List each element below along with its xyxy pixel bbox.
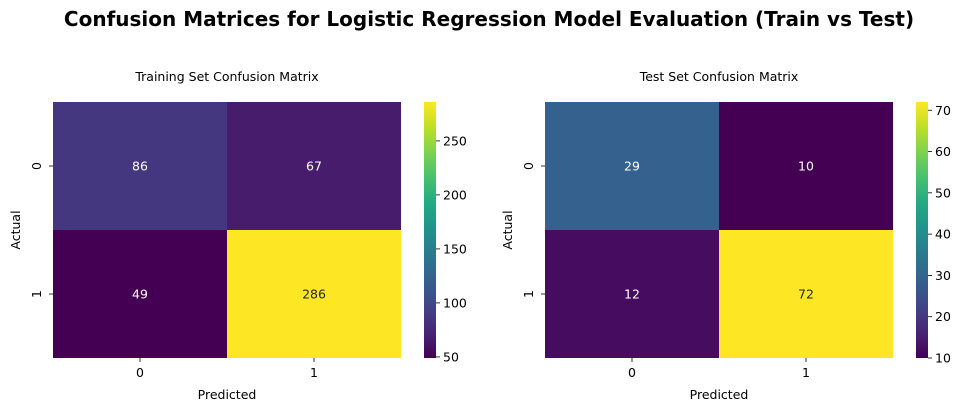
x-tick-label: 1	[310, 365, 318, 380]
heatmap-cell	[719, 102, 893, 230]
colorbar-tick-label: 150	[443, 241, 467, 256]
colorbar-tick-label: 30	[935, 268, 951, 283]
x-axis-label: Predicted	[198, 387, 257, 402]
x-tick-label: 0	[136, 365, 144, 380]
heatmap-cell	[53, 230, 227, 358]
colorbar-tick-label: 50	[443, 349, 459, 364]
colorbar-tick-label: 20	[935, 309, 951, 324]
cell-value-label: 49	[132, 287, 148, 302]
y-axis-label: Actual	[8, 210, 23, 249]
heatmap-cell	[545, 102, 719, 230]
colorbar-tick-label: 40	[935, 227, 951, 242]
cell-value-label: 286	[302, 287, 326, 302]
x-tick-label: 1	[802, 365, 810, 380]
colorbar-tick-label: 200	[443, 187, 467, 202]
cell-value-label: 29	[624, 159, 640, 174]
colorbar	[916, 102, 928, 358]
y-tick-label: 0	[521, 162, 536, 170]
colorbar-tick-label: 100	[443, 295, 467, 310]
y-axis-label: Actual	[500, 210, 515, 249]
cell-value-label: 72	[798, 287, 814, 302]
colorbar-tick-label: 250	[443, 133, 467, 148]
colorbar-tick-label: 70	[935, 103, 951, 118]
y-tick-label: 0	[29, 162, 44, 170]
colorbar	[424, 102, 436, 358]
colorbar-tick-label: 10	[935, 351, 951, 366]
panel-title: Training Set Confusion Matrix	[134, 69, 318, 84]
x-axis-label: Predicted	[690, 387, 749, 402]
y-tick-label: 1	[29, 290, 44, 298]
heatmap-cell	[227, 230, 401, 358]
cell-value-label: 86	[132, 159, 148, 174]
y-tick-label: 1	[521, 290, 536, 298]
heatmap-cell	[719, 230, 893, 358]
cell-value-label: 10	[798, 159, 814, 174]
panel-title: Test Set Confusion Matrix	[639, 69, 799, 84]
heatmap-cell	[53, 102, 227, 230]
x-tick-label: 0	[628, 365, 636, 380]
cell-value-label: 12	[624, 287, 640, 302]
colorbar-tick-label: 60	[935, 144, 951, 159]
heatmap-panel-train: Training Set Confusion Matrix 86 67 49 286 0 1…	[8, 69, 467, 402]
heatmap-cell	[545, 230, 719, 358]
cell-value-label: 67	[306, 159, 322, 174]
panels: Training Set Confusion Matrix 86 67 49 286 0 1…	[8, 69, 951, 402]
heatmap-cell	[227, 102, 401, 230]
figure-title: Confusion Matrices for Logistic Regressi…	[64, 7, 914, 31]
colorbar-tick-label: 50	[935, 185, 951, 200]
